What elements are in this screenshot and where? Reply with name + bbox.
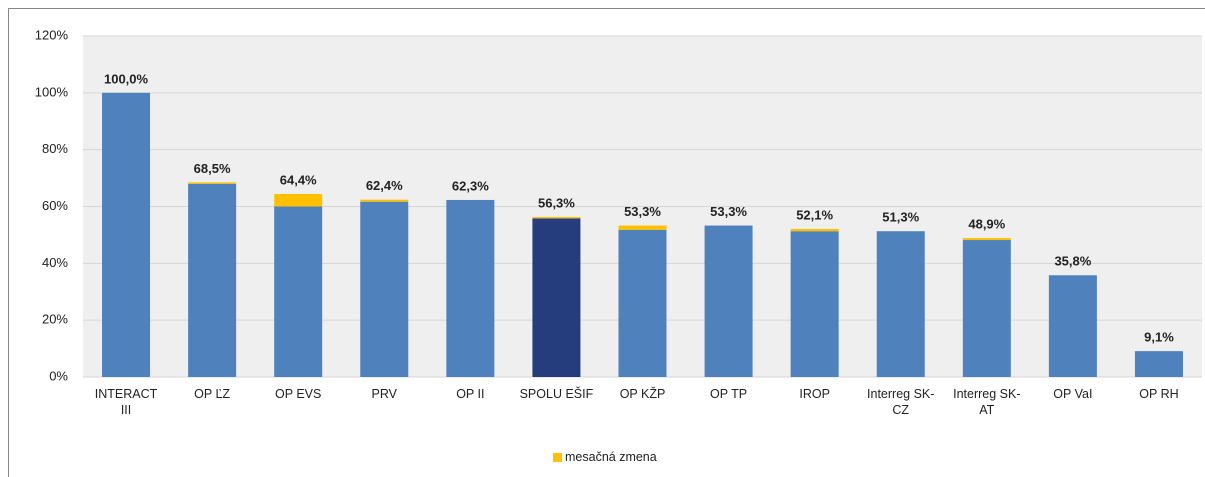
x-tick-label: INTERACT III: [94, 387, 158, 417]
bar-segment: [618, 229, 667, 377]
bar-segment: [102, 92, 151, 377]
bar-segment: [274, 193, 323, 207]
bar-segment: [188, 182, 237, 184]
data-label: 51,3%: [882, 210, 919, 225]
data-label: 9,1%: [1144, 330, 1174, 345]
data-label: 62,4%: [366, 178, 403, 193]
bar-segment: [618, 225, 667, 230]
data-label: 53,3%: [710, 204, 747, 219]
legend-label: mesačná zmena: [565, 450, 657, 464]
bar-segment: [962, 238, 1011, 241]
y-tick-label: 120%: [35, 27, 69, 42]
bar-segment: [790, 231, 839, 377]
bar-segment: [360, 199, 409, 202]
y-tick-label: 60%: [42, 198, 68, 213]
data-label: 68,5%: [194, 161, 231, 176]
frame: [8, 8, 1205, 477]
y-tick-label: 40%: [42, 255, 68, 270]
data-label: 35,8%: [1054, 254, 1091, 269]
x-tick-label: Interreg SK-AT: [953, 387, 1021, 417]
x-tick-label: PRV: [371, 387, 397, 401]
x-tick-label: OP TP: [710, 387, 748, 401]
bar-segment: [532, 218, 581, 377]
bar-segment: [360, 201, 409, 377]
data-label: 56,3%: [538, 195, 575, 210]
data-label: 62,3%: [452, 178, 489, 193]
data-label: 64,4%: [280, 172, 317, 187]
bar-segment: [1048, 275, 1097, 377]
bar-segment: [188, 183, 237, 377]
y-tick-label: 20%: [42, 312, 68, 327]
x-tick-label: OP KŽP: [619, 387, 666, 401]
x-tick-label: IROP: [799, 387, 830, 401]
data-label: 100,0%: [104, 71, 149, 86]
data-label: 48,9%: [968, 216, 1005, 231]
data-label: 52,1%: [796, 207, 833, 222]
bar-segment: [446, 199, 495, 377]
bar-segment: [274, 206, 323, 377]
x-tick-label: SPOLU EŠIF: [519, 387, 594, 401]
x-tick-label: OP VaI: [1053, 387, 1093, 401]
x-tick-label: Interreg SK-CZ: [867, 387, 935, 417]
x-tick-label: OP II: [456, 387, 485, 401]
x-tick-label: OP RH: [1139, 387, 1179, 401]
bar-segment: [790, 228, 839, 232]
bar-segment: [1134, 351, 1183, 377]
y-tick-label: 0%: [49, 368, 68, 383]
legend-swatch: [553, 453, 562, 462]
bar-segment: [704, 225, 753, 377]
bar-segment: [962, 240, 1011, 377]
x-tick-label: OP EVS: [275, 387, 322, 401]
x-tick-label: OP ĽZ: [194, 387, 231, 401]
bar-segment: [532, 217, 581, 219]
data-label: 53,3%: [624, 204, 661, 219]
bar-segment: [876, 231, 925, 377]
y-tick-label: 100%: [35, 84, 69, 99]
y-tick-label: 80%: [42, 141, 68, 156]
